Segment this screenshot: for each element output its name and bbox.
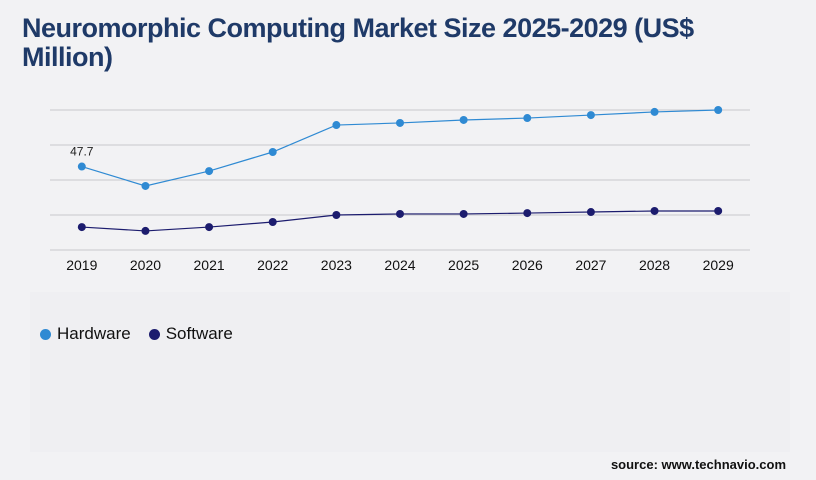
x-tick-label: 2027 xyxy=(575,257,606,273)
point xyxy=(141,226,150,235)
point xyxy=(650,206,659,215)
point xyxy=(459,209,468,218)
point xyxy=(268,148,277,156)
data-label: 47.7 xyxy=(70,145,94,159)
point xyxy=(77,162,86,171)
legend: Hardware Software xyxy=(40,324,233,344)
x-tick-label: 2024 xyxy=(384,257,415,273)
chart-title: Neuromorphic Computing Market Size 2025-… xyxy=(22,13,694,72)
legend-label: Hardware xyxy=(57,324,131,343)
legend-marker xyxy=(148,328,160,340)
point xyxy=(586,208,595,217)
point xyxy=(141,181,150,190)
point xyxy=(332,211,341,219)
x-tick-label: 2020 xyxy=(130,257,161,273)
legend-marker xyxy=(40,328,51,340)
x-tick-label: 2025 xyxy=(448,257,479,273)
point xyxy=(714,206,723,215)
x-tick-label: 2028 xyxy=(639,257,670,273)
x-tick-label: 2029 xyxy=(703,257,734,273)
point xyxy=(205,223,214,232)
point xyxy=(332,121,341,130)
source: source: www.technavio.com xyxy=(610,457,786,472)
x-tick-label: 2021 xyxy=(194,257,225,273)
point xyxy=(523,209,532,218)
point xyxy=(586,111,595,120)
x-tick-label: 2019 xyxy=(66,257,97,273)
legend-item: Software xyxy=(148,324,233,344)
x-tick-label: 2022 xyxy=(257,257,288,273)
panel xyxy=(30,292,790,452)
point xyxy=(77,223,86,232)
point xyxy=(523,114,532,123)
chart: 2019 2020 2021 2022 2023 2024 2025 2026 2027 2028… xyxy=(50,106,750,273)
point xyxy=(268,218,277,226)
point xyxy=(459,115,468,124)
x-tick-label: 2023 xyxy=(321,257,352,273)
point xyxy=(650,107,659,116)
point xyxy=(205,167,214,176)
point xyxy=(714,106,723,114)
point xyxy=(396,209,404,218)
point xyxy=(396,118,404,127)
legend-label: Software xyxy=(165,324,233,343)
x-tick-label: 2026 xyxy=(512,257,543,273)
legend-item: Hardware xyxy=(40,324,131,344)
